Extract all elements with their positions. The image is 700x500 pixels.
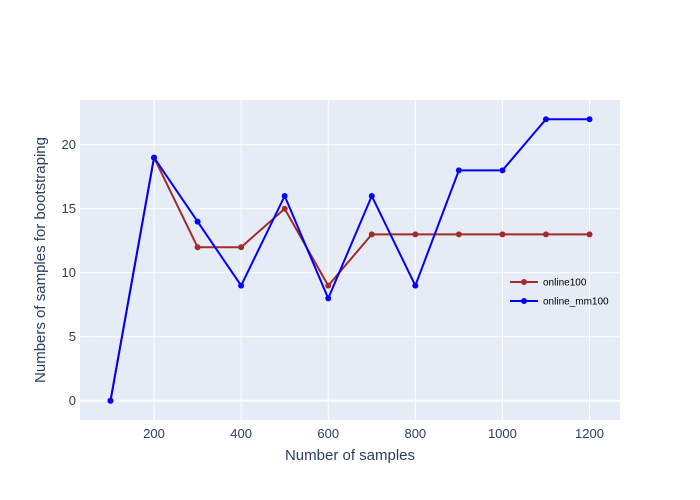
data-point: [455, 167, 462, 174]
x-tick-label: 1200: [575, 426, 604, 441]
y-axis-title: Numbers of samples for bootstraping: [32, 137, 49, 383]
y-tick-label: 20: [62, 137, 76, 152]
data-point: [412, 282, 419, 289]
data-point: [368, 193, 375, 199]
data-point: [238, 244, 245, 251]
legend-label: online100: [543, 278, 587, 289]
data-point: [368, 231, 375, 238]
x-tick-label: 1000: [488, 426, 517, 441]
series-online100: [107, 154, 593, 404]
x-axis-title: Number of samples: [285, 447, 415, 464]
data-point: [194, 218, 201, 225]
legend-item-online_mm100[interactable]: online_mm100: [510, 297, 609, 308]
y-tick-label: 15: [62, 201, 76, 216]
x-tick-label: 800: [404, 426, 426, 441]
data-point: [325, 295, 332, 302]
data-point: [542, 116, 549, 123]
data-point: [586, 231, 593, 238]
data-point: [542, 231, 549, 238]
series-online_mm100: [107, 116, 593, 404]
series-line: [109, 156, 590, 401]
x-tick-label: 200: [143, 426, 165, 441]
data-point: [151, 154, 158, 161]
y-tick-label: 5: [69, 329, 76, 344]
series-line: [109, 118, 590, 401]
legend-marker-swatch: [521, 298, 527, 304]
legend-marker-swatch: [521, 279, 527, 285]
data-point: [281, 193, 288, 199]
y-tick-label: 0: [69, 393, 76, 408]
data-point: [238, 282, 245, 289]
data-point: [281, 205, 288, 212]
data-point: [499, 167, 506, 174]
x-tick-label: 400: [230, 426, 252, 441]
legend-item-online100[interactable]: online100: [510, 278, 587, 289]
data-point: [107, 397, 114, 404]
x-tick-label: 600: [317, 426, 339, 441]
data-point: [325, 282, 332, 289]
data-point: [586, 116, 593, 123]
data-point: [412, 231, 419, 238]
legend-label: online_mm100: [543, 297, 609, 308]
tick-labels: 200 400 600 800 1000 1200 0 5 10 15 20: [62, 137, 604, 441]
data-point: [194, 244, 201, 251]
series: [107, 116, 593, 404]
y-tick-label: 10: [62, 265, 76, 280]
legend[interactable]: online100 online_mm100: [510, 278, 609, 308]
data-point: [499, 231, 506, 238]
grid: [80, 100, 620, 420]
data-point: [455, 231, 462, 238]
